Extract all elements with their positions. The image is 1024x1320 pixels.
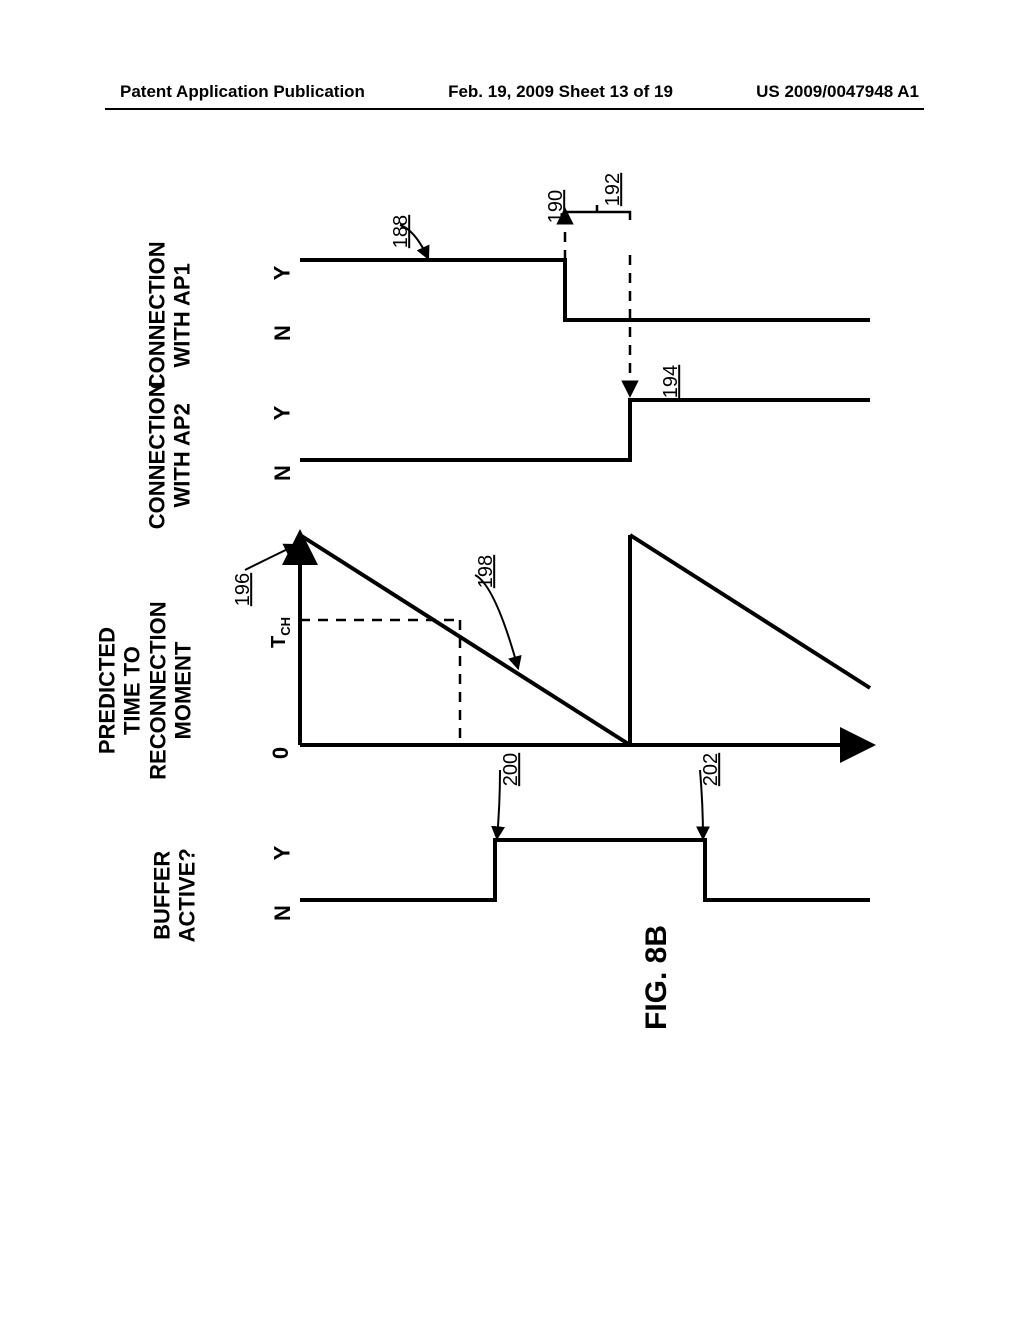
ap1-n: N — [270, 325, 296, 341]
figure-8b: CONNECTION WITH AP1 CONNECTION WITH AP2 … — [100, 200, 920, 1150]
timing-diagram-svg — [100, 200, 920, 1150]
ref-202: 202 — [700, 753, 723, 786]
tch-label: TCH — [268, 617, 293, 648]
ref-200: 200 — [500, 753, 523, 786]
page-header: Patent Application Publication Feb. 19, … — [0, 82, 1024, 102]
ramp-2 — [630, 535, 870, 688]
label-buffer: BUFFER ACTIVE? — [150, 815, 201, 975]
ap2-y: Y — [269, 406, 295, 421]
ref-194: 194 — [660, 365, 683, 398]
buf-y: Y — [269, 846, 295, 861]
header-right: US 2009/0047948 A1 — [756, 82, 919, 102]
label-ap2: CONNECTION WITH AP2 — [145, 365, 196, 545]
ref-198: 198 — [475, 555, 498, 588]
buffer-waveform — [300, 840, 870, 900]
ref-190: 190 — [545, 190, 568, 223]
ap2-waveform — [300, 400, 870, 460]
zero-label: 0 — [268, 747, 294, 759]
ref-192-brace — [565, 205, 630, 220]
ap2-n: N — [270, 465, 296, 481]
ramp-1 — [300, 535, 630, 745]
header-rule — [105, 108, 924, 110]
ref-188: 188 — [390, 215, 413, 248]
header-left: Patent Application Publication — [120, 82, 365, 102]
ref-192: 192 — [602, 173, 625, 206]
ref-196-pointer — [245, 545, 296, 570]
ref-196: 196 — [232, 573, 255, 606]
ap1-y: Y — [269, 266, 295, 281]
ap1-waveform — [300, 260, 870, 320]
header-center: Feb. 19, 2009 Sheet 13 of 19 — [448, 82, 673, 102]
figure-caption: FIG. 8B — [640, 925, 674, 1030]
ref-198-pointer — [475, 575, 518, 668]
label-predicted: PREDICTED TIME TO RECONNECTION MOMENT — [94, 571, 195, 811]
buf-n: N — [270, 905, 296, 921]
